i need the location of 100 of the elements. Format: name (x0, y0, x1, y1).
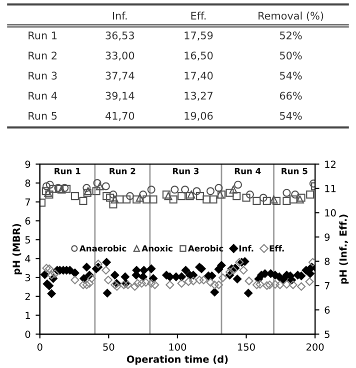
y2-tick-label: 8 (324, 258, 330, 266)
legend-label: Inf. (239, 245, 254, 252)
y2-tick-label: 9 (324, 233, 330, 241)
point (112, 282, 122, 291)
point (139, 190, 148, 199)
point (124, 280, 132, 290)
point (169, 195, 178, 204)
point (82, 280, 91, 290)
category-label: Run 5 (28, 112, 57, 120)
point (102, 266, 110, 275)
y-tick-label: 4 (25, 255, 30, 262)
point (164, 192, 172, 200)
y2-tick-label: 10 (325, 209, 336, 217)
point (202, 195, 211, 204)
point (270, 280, 280, 289)
point (166, 280, 174, 290)
point (42, 182, 51, 190)
point (232, 192, 241, 200)
point (272, 196, 281, 205)
point (87, 274, 96, 283)
point (147, 186, 156, 194)
point (214, 184, 223, 192)
point (126, 192, 134, 200)
point (289, 195, 298, 204)
point (242, 194, 250, 202)
text: 17,40 (184, 72, 213, 81)
point (177, 279, 186, 288)
point (262, 281, 272, 290)
legend-label: Aerobic (188, 245, 224, 252)
point (210, 280, 219, 290)
point (102, 182, 110, 190)
point (170, 186, 179, 194)
point (82, 184, 91, 192)
point (291, 190, 300, 199)
point (142, 278, 150, 287)
point (246, 190, 254, 199)
annotation: Run 3 (172, 168, 199, 174)
point (225, 268, 234, 276)
annotation: Run 1 (54, 168, 80, 174)
category-label: Run 1 (28, 32, 57, 40)
y-tick-label: 8 (25, 179, 30, 187)
category-label: Eff. (191, 12, 206, 20)
y-tick-label: 1 (26, 312, 30, 319)
text: 52% (280, 32, 302, 40)
point (93, 178, 102, 188)
point (305, 277, 314, 286)
point (130, 282, 140, 291)
point (195, 276, 204, 284)
text: 33,00 (106, 52, 134, 61)
point (42, 187, 50, 196)
annotation: Run 5 (282, 168, 308, 174)
point (239, 266, 248, 275)
annotation: Run 4 (234, 168, 261, 174)
point (46, 180, 54, 189)
point (133, 279, 142, 288)
text: 39,14 (106, 92, 134, 101)
point (214, 280, 224, 290)
y-tick-label: 2 (25, 292, 30, 300)
point (276, 280, 284, 290)
x-tick-label: 50 (103, 343, 114, 351)
y-tick-label: 3 (25, 274, 30, 282)
text: 50% (280, 52, 302, 60)
point (44, 264, 54, 274)
point (297, 282, 306, 291)
point (306, 190, 314, 199)
point (196, 192, 204, 200)
point (209, 195, 218, 204)
point (234, 180, 242, 189)
point (79, 196, 88, 205)
point (282, 280, 291, 289)
category-label: Run 2 (28, 52, 56, 60)
point (50, 269, 60, 278)
y-axis-title: pH (MBR) (12, 224, 22, 274)
y2-tick-label: 7 (324, 282, 330, 290)
y2-tick-label: 5 (324, 330, 330, 338)
point (282, 188, 291, 197)
point (252, 196, 261, 205)
y-tick-label: 6 (25, 217, 30, 225)
point (199, 276, 208, 284)
text: 36,53 (106, 32, 134, 40)
point (282, 196, 291, 205)
point (265, 280, 274, 290)
y-tick-label: 5 (25, 236, 30, 244)
y-tick-label: 7 (25, 198, 30, 206)
point (192, 187, 201, 196)
point (42, 264, 51, 272)
point (218, 274, 228, 282)
point (256, 280, 264, 289)
point (206, 278, 215, 287)
text: 54% (280, 112, 302, 120)
point (142, 195, 151, 204)
point (94, 260, 102, 268)
x-tick-label: 100 (169, 343, 186, 351)
point (62, 184, 71, 193)
category-label: Run 4 (28, 92, 57, 100)
point (92, 187, 100, 196)
y2-tick-label: 6 (324, 306, 330, 314)
y-tick-label: 0 (25, 330, 30, 338)
point (189, 276, 198, 286)
x-tick-label: 200 (306, 343, 324, 351)
